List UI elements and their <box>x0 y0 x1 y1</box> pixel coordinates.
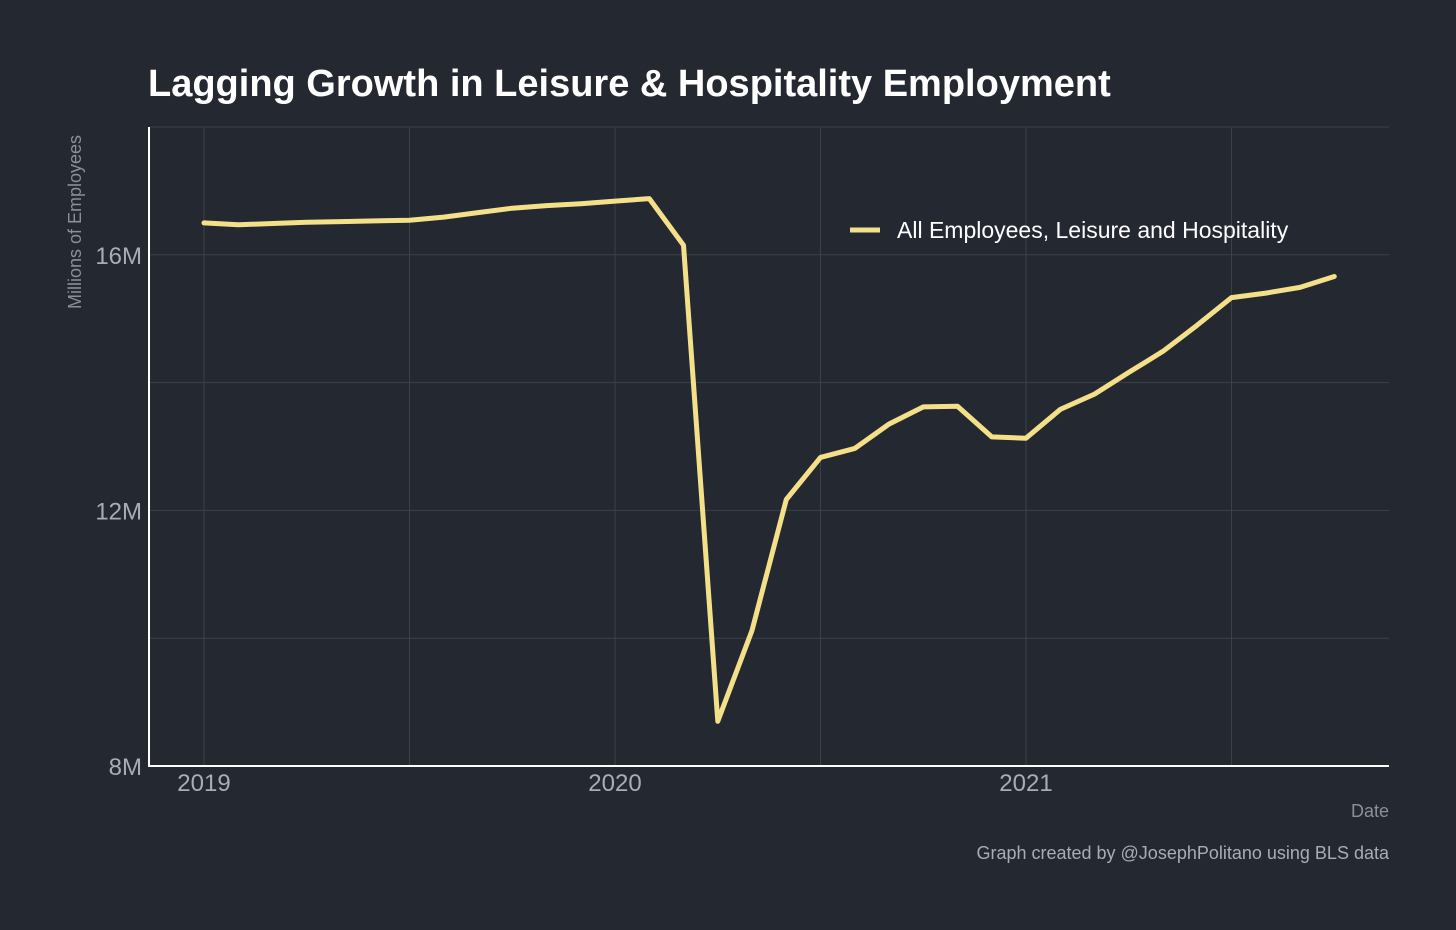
legend-label: All Employees, Leisure and Hospitality <box>897 217 1289 243</box>
gridlines <box>149 126 1389 766</box>
x-tick-labels: 2019 2020 2021 <box>177 770 1052 797</box>
x-tick-label: 2019 <box>177 770 230 797</box>
y-tick-label: 16M <box>95 243 142 270</box>
x-tick-label: 2021 <box>999 770 1052 797</box>
y-tick-label: 8M <box>109 754 142 781</box>
series-line-leisure-hospitality <box>201 196 1337 724</box>
y-tick-labels: 8M 12M 16M <box>95 243 142 781</box>
legend: All Employees, Leisure and Hospitality <box>850 217 1289 243</box>
chart-caption: Graph created by @JosephPolitano using B… <box>976 843 1390 863</box>
y-axis-title: Millions of Employees <box>65 135 85 309</box>
chart-title: Lagging Growth in Leisure & Hospitality … <box>148 63 1111 105</box>
y-tick-label: 12M <box>95 498 142 525</box>
x-tick-label: 2020 <box>588 770 641 797</box>
x-axis-title: Date <box>1351 801 1389 821</box>
